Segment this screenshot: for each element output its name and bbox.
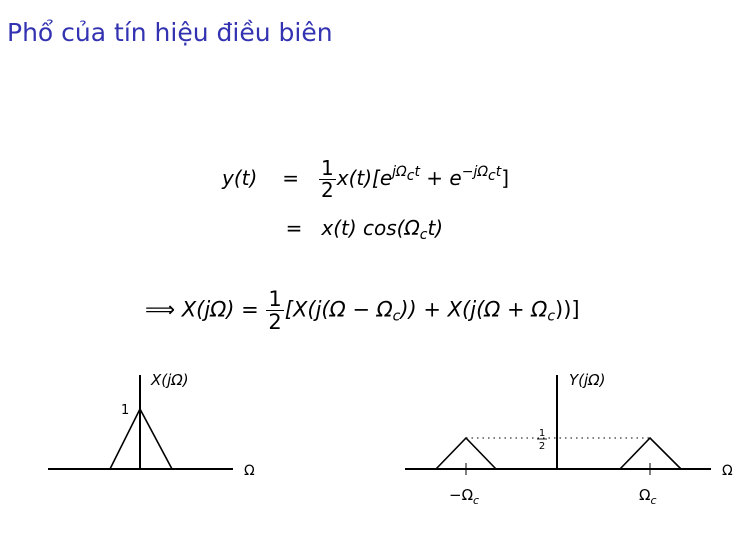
implies-arrow: ⟹ (145, 297, 176, 322)
right-axis-label: Ω (722, 463, 733, 479)
eq1-exponent-1: jΩct (392, 164, 420, 184)
left-peak-label: 1 (121, 403, 129, 418)
eq3-lhs: X(jΩ) = (181, 297, 259, 322)
eq1-half-fraction: 1 2 (319, 156, 336, 202)
eq1-body: x(t)[e (336, 166, 393, 190)
eq3-sub-2: c (547, 308, 556, 325)
eq1-equals: = (282, 166, 300, 190)
slide-title: Phổ của tín hiệu điều biên (7, 18, 333, 47)
equation-line-1: y(t) = 1 2 x(t)[ejΩct + e−jΩct] (222, 158, 509, 201)
eq3-body-mid: )) + X(j(Ω + Ω (400, 297, 548, 322)
eq3-sub-1: c (392, 308, 401, 325)
eq1-close-bracket: ] (501, 166, 510, 190)
pos-carrier-label: Ωc (639, 486, 657, 507)
equation-line-2: = x(t) cos(Ωct) (273, 216, 444, 243)
equation-line-3: ⟹ X(jΩ) = 1 2 [X(j(Ω − Ωc)) + X(j(Ω + Ωc… (145, 288, 580, 333)
neg-carrier-label: −Ωc (449, 486, 479, 507)
svg-text:1: 1 (539, 428, 545, 439)
eq2-sub: c (419, 227, 428, 243)
eq2-equals: = (285, 216, 303, 240)
positive-sideband-triangle (619, 436, 682, 470)
eq3-body: [X(j(Ω − Ω (284, 297, 393, 322)
eq1-lhs: y(t) (222, 166, 258, 190)
eq3-half-fraction: 1 2 (266, 287, 284, 335)
half-level-fraction: 1 2 (537, 428, 547, 452)
eq3-body-end: ))] (555, 297, 580, 322)
left-spectrum-label: X(jΩ) (150, 371, 189, 389)
eq2-body: x(t) cos(Ω (321, 216, 420, 240)
left-axis-label: Ω (244, 463, 255, 479)
eq1-exponent-2: −jΩct (461, 164, 502, 184)
svg-text:2: 2 (539, 441, 545, 452)
baseband-spectrum: X(jΩ) 1 Ω (48, 371, 255, 479)
right-spectrum-label: Y(jΩ) (569, 371, 606, 389)
baseband-triangle (109, 407, 173, 470)
eq2-body-end: t) (427, 216, 444, 240)
eq1-plus-term: + e (419, 166, 462, 190)
modulated-spectrum: Y(jΩ) 1 2 Ω −Ωc Ωc (405, 371, 733, 507)
